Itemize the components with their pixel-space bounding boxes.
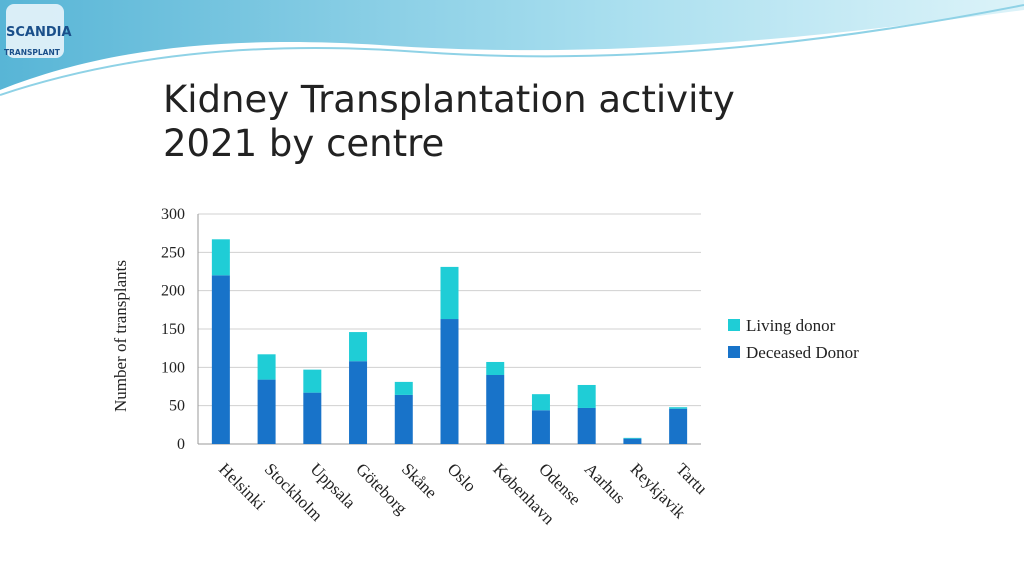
bar-segment bbox=[486, 375, 505, 444]
header-decoration bbox=[0, 0, 1024, 96]
bar-segment bbox=[211, 275, 230, 444]
plot: 050100150200250300HelsinkiStockholmUppsa… bbox=[161, 206, 859, 529]
y-axis-title: Number of transplants bbox=[111, 260, 130, 412]
legend-swatch bbox=[728, 319, 740, 331]
bar-segment bbox=[623, 438, 642, 444]
bar-segment bbox=[440, 266, 459, 320]
bar-segment bbox=[394, 394, 413, 444]
x-tick-label: Skåne bbox=[398, 459, 441, 502]
y-tick-label: 250 bbox=[161, 244, 185, 261]
y-tick-label: 50 bbox=[169, 398, 185, 415]
bar-segment bbox=[349, 332, 368, 362]
y-tick-label: 200 bbox=[161, 283, 185, 300]
bar-segment bbox=[531, 394, 550, 411]
x-tick-label: Aarhus bbox=[581, 459, 629, 507]
slide-title: Kidney Transplantation activity bbox=[163, 78, 735, 121]
bar-segment bbox=[486, 361, 505, 375]
y-tick-label: 0 bbox=[177, 436, 185, 453]
bar-segment bbox=[211, 239, 230, 276]
x-tick-label: Helsinki bbox=[215, 459, 269, 513]
legend-label: Living donor bbox=[746, 316, 836, 335]
bar-segment bbox=[440, 319, 459, 444]
bar-segment bbox=[623, 437, 642, 439]
y-tick-label: 100 bbox=[161, 359, 185, 376]
bar-segment bbox=[531, 410, 550, 444]
bar-segment bbox=[303, 392, 322, 444]
x-tick-label: Tartu bbox=[672, 459, 711, 498]
y-tick-label: 300 bbox=[161, 206, 185, 223]
logo-name: SCANDIA bbox=[6, 25, 72, 40]
bar-segment bbox=[257, 379, 276, 444]
bar-segment bbox=[394, 381, 413, 395]
bar-segment bbox=[669, 408, 688, 444]
y-tick-label: 150 bbox=[161, 321, 185, 338]
legend-label: Deceased Donor bbox=[746, 343, 859, 362]
bar-segment bbox=[669, 407, 688, 409]
bar-segment bbox=[349, 361, 368, 444]
bar-segment bbox=[303, 369, 322, 393]
logo: SCANDIA TRANSPLANT bbox=[4, 4, 72, 58]
x-tick-label: Oslo bbox=[444, 459, 480, 495]
bar-segment bbox=[577, 384, 596, 408]
slide-title: 2021 by centre bbox=[163, 122, 444, 165]
bar-segment bbox=[257, 354, 276, 380]
bar-segment bbox=[577, 407, 596, 444]
logo-subtitle: TRANSPLANT bbox=[4, 48, 61, 57]
legend-swatch bbox=[728, 346, 740, 358]
